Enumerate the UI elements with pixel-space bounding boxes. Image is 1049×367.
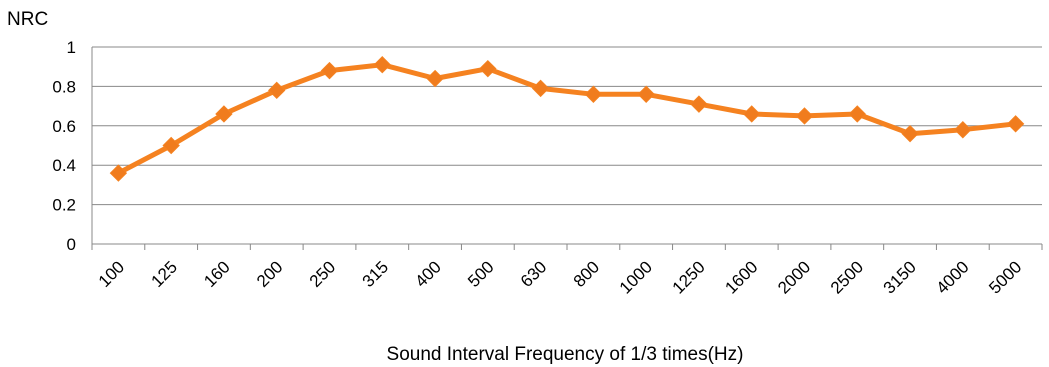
data-point-marker [637, 85, 655, 103]
x-tick-label: 1000 [616, 257, 656, 297]
x-tick-label: 100 [95, 257, 128, 290]
data-point-marker [531, 79, 550, 98]
data-point-marker [584, 85, 603, 103]
data-point-marker [268, 81, 286, 100]
y-tick-label: 0 [67, 235, 76, 254]
data-point-marker [215, 105, 233, 123]
x-tick-label: 1600 [721, 257, 761, 297]
x-tick-label: 1250 [669, 257, 709, 297]
x-tick-label: 315 [359, 257, 392, 290]
y-tick-label: 0.4 [52, 156, 76, 175]
data-point-marker [320, 61, 339, 80]
x-axis-title: Sound Interval Frequency of 1/3 times(Hz… [387, 344, 744, 365]
data-point-marker [743, 105, 761, 123]
data-point-marker [690, 95, 708, 113]
y-tick-label: 0.2 [52, 196, 76, 215]
x-tick-label: 160 [200, 257, 233, 290]
x-tick-label: 125 [147, 257, 180, 290]
x-tick-label: 5000 [985, 257, 1025, 297]
x-tick-label: 630 [517, 257, 550, 290]
data-point-marker [479, 59, 497, 78]
x-axis: 100 125 160 200 250 315 400 500 630 800 1000 1250 16… [91, 243, 1043, 298]
data-point-marker [1006, 115, 1025, 133]
y-axis: 0 0.2 0.4 0.6 0.8 1 [52, 38, 93, 254]
data-point-marker [954, 121, 972, 139]
x-tick-label: 3150 [880, 257, 920, 297]
x-tick-label: 4000 [932, 257, 972, 297]
data-point-marker [162, 136, 180, 155]
x-tick-label: 250 [306, 257, 339, 290]
data-point-marker [426, 69, 444, 88]
data-point-marker [795, 107, 814, 125]
x-tick-label: 2500 [827, 257, 867, 297]
x-tick-label: 500 [464, 257, 497, 290]
y-tick-label: 1 [67, 38, 76, 57]
y-tick-label: 0.6 [52, 117, 76, 136]
x-tick-label: 400 [411, 257, 444, 290]
x-tick-label: 2000 [774, 257, 814, 297]
y-axis-title: NRC [7, 9, 48, 30]
x-tick-label: 200 [253, 257, 286, 290]
x-tick-label: 800 [570, 257, 603, 290]
series-line [115, 62, 1019, 176]
data-point-marker [109, 164, 128, 182]
data-point-marker [373, 56, 391, 74]
gridlines [92, 46, 1042, 206]
series-layer [109, 56, 1025, 182]
data-point-marker [848, 105, 866, 123]
y-tick-label: 0.8 [52, 77, 76, 96]
data-point-marker [901, 124, 919, 143]
